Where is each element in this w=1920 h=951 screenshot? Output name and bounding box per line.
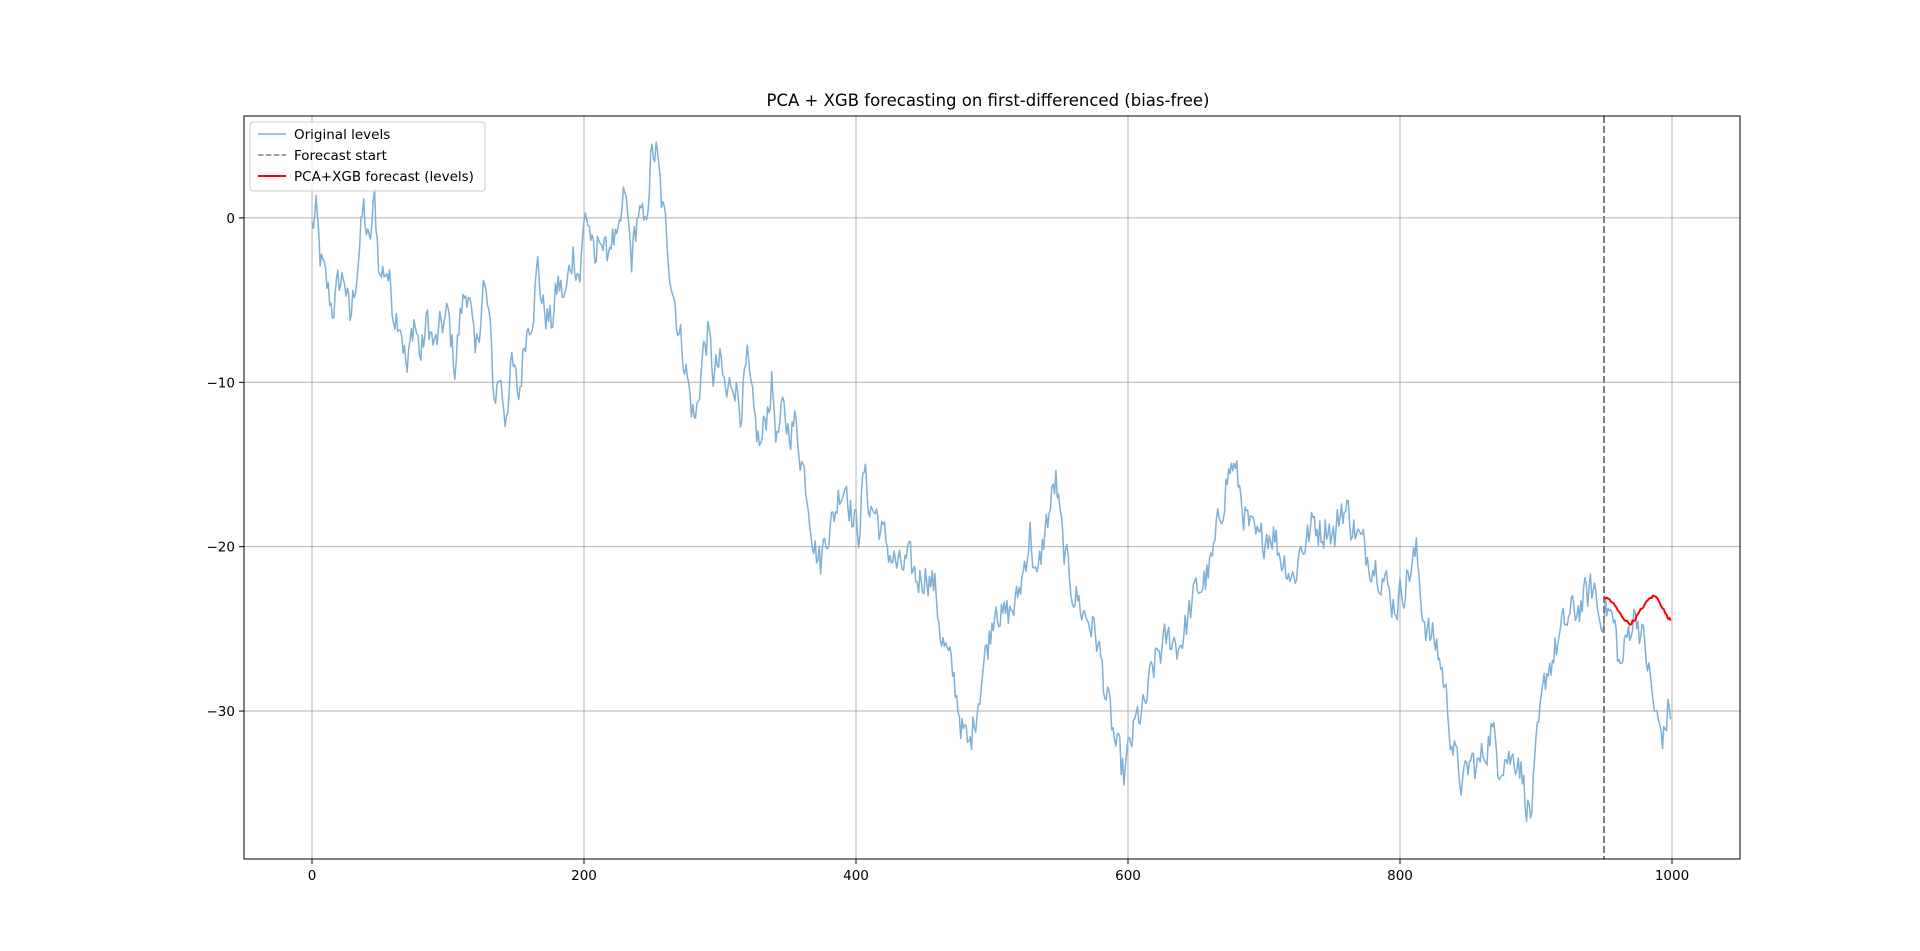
y-tick-label: −30 — [207, 704, 236, 720]
legend-label-forecast: PCA+XGB forecast (levels) — [294, 169, 474, 185]
legend-label-original: Original levels — [294, 127, 390, 143]
ticks: 0 200 400 600 800 1000 0 −10 −20 −30 — [207, 211, 1690, 884]
plot-area — [311, 116, 1672, 859]
x-tick-label: 800 — [1387, 868, 1413, 884]
x-tick-label: 0 — [308, 868, 317, 884]
x-tick-label: 400 — [843, 868, 869, 884]
y-tick-label: −10 — [207, 375, 236, 391]
series-original-levels — [311, 141, 1672, 823]
legend-label-forecast-start: Forecast start — [294, 148, 387, 164]
x-tick-label: 600 — [1115, 868, 1141, 884]
series-forecast-levels — [1603, 594, 1672, 626]
chart-title: PCA + XGB forecasting on first-differenc… — [767, 91, 1210, 110]
x-tick-label: 200 — [571, 868, 597, 884]
legend: Original levels Forecast start PCA+XGB f… — [249, 121, 486, 192]
axes-frame — [243, 115, 1741, 860]
y-tick-label: 0 — [226, 211, 235, 227]
y-tick-label: −20 — [207, 540, 236, 556]
x-tick-label: 1000 — [1655, 868, 1689, 884]
legend-box — [249, 121, 486, 192]
